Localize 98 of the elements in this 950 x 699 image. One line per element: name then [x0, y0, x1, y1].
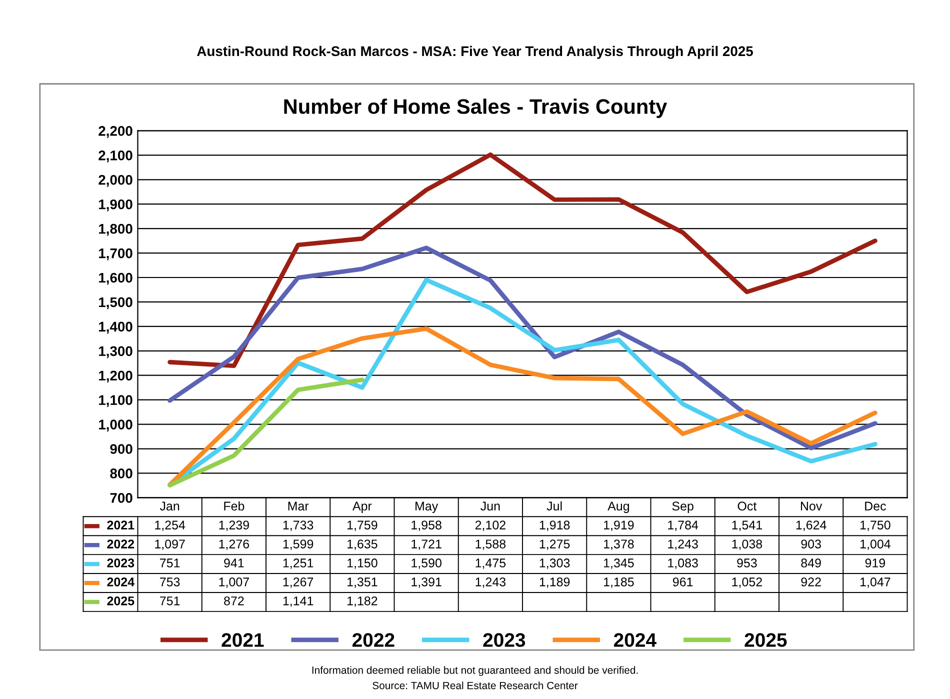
- data-label: 1,182: [348, 596, 378, 607]
- y-tick-label: 1,400: [99, 322, 132, 334]
- y-tick-label: 2,200: [98, 126, 132, 138]
- x-tick-label: May: [416, 502, 438, 513]
- data-label: 1,635: [348, 540, 378, 550]
- data-label: 1,378: [604, 540, 634, 550]
- y-tick-label: 1,600: [99, 272, 132, 285]
- data-label: 872: [224, 596, 244, 606]
- legend-label: 2022: [107, 540, 134, 548]
- data-label: 1,007: [219, 578, 249, 588]
- x-tick-label: Aug: [608, 502, 630, 513]
- data-label: 751: [160, 558, 180, 568]
- data-label: 1,239: [219, 520, 249, 531]
- data-label: 1,624: [796, 520, 826, 531]
- data-label: 1,733: [283, 520, 314, 531]
- chart-subtitle: Austin-Round Rock-San Marcos - MSA: Five Year Trend Analysis Through April 2025: [197, 46, 753, 59]
- y-tick-label: 1,900: [99, 199, 132, 212]
- y-tick-label: 1,200: [99, 370, 132, 383]
- y-tick-label: 1,800: [99, 224, 132, 236]
- x-tick-label: Oct: [738, 502, 757, 511]
- y-tick-label: 1,500: [99, 297, 132, 310]
- data-label: 1,721: [412, 540, 442, 550]
- data-label: 1,243: [668, 540, 698, 550]
- text: 2023: [483, 633, 526, 647]
- data-label: 1,243: [476, 578, 506, 588]
- data-label: 941: [224, 558, 244, 568]
- data-label: 849: [801, 558, 821, 568]
- data-label: 961: [672, 578, 693, 586]
- data-label: 922: [801, 578, 821, 586]
- data-label: 1,391: [412, 578, 442, 588]
- data-label: 1,599: [283, 540, 314, 550]
- line-series: [168, 378, 364, 488]
- y-tick-label: 1,700: [99, 248, 132, 260]
- chart-title: Number of Home Sales - Travis County: [284, 98, 668, 118]
- y-tick-label: 800: [110, 468, 132, 478]
- y-tick-label: 2,100: [98, 150, 132, 162]
- line-series: [168, 326, 878, 487]
- data-label: 1,275: [540, 540, 570, 550]
- data-label: 1,047: [860, 578, 890, 588]
- legend-label: 2024: [107, 578, 134, 586]
- text: Information deemed reliable but not guaranteed and should be verified.: [312, 666, 638, 676]
- x-tick-label: Jul: [546, 501, 562, 511]
- y-tick-label: 1,300: [99, 346, 132, 358]
- data-label: 1,351: [348, 578, 378, 588]
- y-tick-label: 2,000: [98, 174, 132, 187]
- data-label: 1,345: [604, 558, 634, 569]
- data-label: 1,588: [476, 540, 506, 550]
- x-tick-label: Dec: [865, 502, 886, 511]
- data-label: 751: [160, 596, 180, 606]
- data-label: 2,102: [475, 520, 506, 531]
- data-label: 753: [160, 578, 180, 586]
- x-tick-label: Nov: [800, 502, 822, 511]
- data-label: 919: [865, 558, 886, 568]
- data-label: 1,267: [283, 578, 314, 588]
- data-label: 903: [801, 540, 821, 548]
- y-tick-label: 700: [110, 493, 132, 503]
- data-label: 1,759: [348, 520, 378, 531]
- data-label: 1,052: [732, 578, 762, 588]
- data-label: 1,276: [219, 540, 250, 550]
- data-label: 1,918: [540, 520, 570, 531]
- data-label: 1,097: [155, 540, 185, 550]
- data-label: 1,251: [283, 558, 314, 569]
- data-label: 1,083: [668, 558, 698, 569]
- x-tick-label: Apr: [352, 502, 372, 513]
- text: 2025: [744, 633, 787, 647]
- text: 2024: [614, 633, 656, 647]
- data-label: 1,141: [283, 596, 314, 607]
- data-label: 1,541: [732, 520, 762, 531]
- x-tick-label: Sep: [672, 502, 694, 513]
- data-label: 1,750: [860, 520, 890, 531]
- data-label: 1,475: [476, 558, 506, 569]
- data-label: 1,185: [604, 578, 634, 588]
- x-tick-label: Jan: [160, 502, 180, 511]
- data-label: 1,150: [348, 558, 378, 569]
- data-label: 1,038: [732, 540, 762, 550]
- data-label: 1,303: [540, 558, 570, 569]
- x-tick-label: Feb: [224, 501, 244, 511]
- x-tick-label: Jun: [480, 502, 500, 511]
- source-note: Source: TAMU Real Estate Research Center: [372, 682, 578, 690]
- legend-label: 2023: [107, 558, 134, 568]
- y-tick-label: 1,100: [99, 395, 132, 408]
- x-tick-label: Mar: [288, 502, 309, 511]
- text: 2022: [352, 633, 394, 647]
- data-label: 1,919: [604, 520, 634, 531]
- data-label: 1,004: [860, 540, 890, 550]
- legend-label: 2021: [107, 520, 134, 530]
- text: 2021: [222, 633, 264, 647]
- data-label: 1,590: [412, 558, 442, 569]
- data-label: 953: [737, 558, 757, 568]
- data-label: 1,189: [540, 578, 570, 588]
- line-series: [168, 246, 878, 450]
- y-tick-label: 1,000: [99, 420, 132, 432]
- data-label: 1,784: [668, 520, 698, 531]
- data-label: 1,254: [155, 520, 186, 531]
- legend-label: 2025: [107, 596, 134, 606]
- line-series: [168, 152, 878, 368]
- y-tick-label: 900: [110, 444, 132, 454]
- data-label: 1,958: [412, 520, 442, 531]
